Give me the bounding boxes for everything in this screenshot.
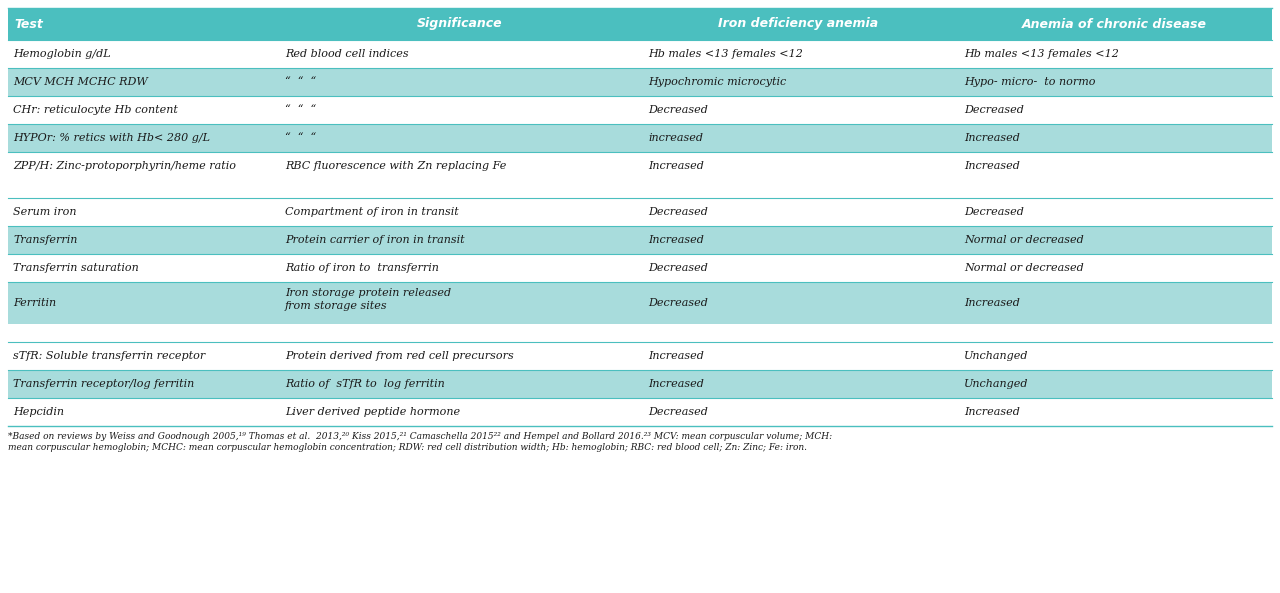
Text: Decreased: Decreased: [964, 105, 1024, 115]
Bar: [8, 254, 1272, 282]
Text: “  “  “: “ “ “: [284, 105, 316, 115]
Bar: [8, 40, 1272, 68]
Text: Hemoglobin g/dL: Hemoglobin g/dL: [13, 49, 110, 59]
Text: MCV MCH MCHC RDW: MCV MCH MCHC RDW: [13, 77, 147, 87]
Text: sTfR: Soluble transferrin receptor: sTfR: Soluble transferrin receptor: [13, 351, 205, 361]
Text: Transferrin: Transferrin: [13, 235, 77, 245]
Text: Hepcidin: Hepcidin: [13, 407, 64, 417]
Text: Hypochromic microcytic: Hypochromic microcytic: [648, 77, 786, 87]
Text: Serum iron: Serum iron: [13, 207, 77, 217]
Text: Decreased: Decreased: [648, 207, 708, 217]
Text: Significance: Significance: [417, 18, 503, 30]
Text: Increased: Increased: [964, 133, 1020, 143]
Text: Liver derived peptide hormone: Liver derived peptide hormone: [284, 407, 460, 417]
Text: Hypo- micro-  to normo: Hypo- micro- to normo: [964, 77, 1096, 87]
Bar: [8, 398, 1272, 426]
Text: Hb males <13 females <12: Hb males <13 females <12: [964, 49, 1119, 59]
Text: Increased: Increased: [648, 379, 704, 389]
Text: Increased: Increased: [964, 407, 1020, 417]
Text: Increased: Increased: [964, 161, 1020, 171]
Text: Unchanged: Unchanged: [964, 379, 1029, 389]
Text: Anemia of chronic disease: Anemia of chronic disease: [1021, 18, 1207, 30]
Bar: [8, 370, 1272, 398]
Text: Increased: Increased: [648, 161, 704, 171]
Text: HYPOr: % retics with Hb< 280 g/L: HYPOr: % retics with Hb< 280 g/L: [13, 133, 210, 143]
Text: Red blood cell indices: Red blood cell indices: [284, 49, 408, 59]
Text: Iron storage protein released
from storage sites: Iron storage protein released from stora…: [284, 288, 451, 311]
Bar: [8, 68, 1272, 96]
Text: increased: increased: [648, 133, 703, 143]
Text: Transferrin saturation: Transferrin saturation: [13, 263, 138, 273]
Bar: [8, 198, 1272, 226]
Text: Normal or decreased: Normal or decreased: [964, 235, 1084, 245]
Text: Increased: Increased: [648, 235, 704, 245]
Text: Decreased: Decreased: [648, 407, 708, 417]
Text: Increased: Increased: [964, 298, 1020, 308]
Text: Transferrin receptor/log ferritin: Transferrin receptor/log ferritin: [13, 379, 195, 389]
Bar: [8, 152, 1272, 180]
Text: Ratio of  sTfR to  log ferritin: Ratio of sTfR to log ferritin: [284, 379, 444, 389]
Text: Iron deficiency anemia: Iron deficiency anemia: [718, 18, 878, 30]
Text: Unchanged: Unchanged: [964, 351, 1029, 361]
Bar: [8, 8, 1272, 40]
Text: Increased: Increased: [648, 351, 704, 361]
Text: “  “  “: “ “ “: [284, 133, 316, 143]
Text: Compartment of iron in transit: Compartment of iron in transit: [284, 207, 458, 217]
Text: CHr: reticulocyte Hb content: CHr: reticulocyte Hb content: [13, 105, 178, 115]
Bar: [8, 342, 1272, 370]
Text: Normal or decreased: Normal or decreased: [964, 263, 1084, 273]
Text: Decreased: Decreased: [648, 105, 708, 115]
Text: Decreased: Decreased: [648, 263, 708, 273]
Text: Decreased: Decreased: [964, 207, 1024, 217]
Text: Decreased: Decreased: [648, 298, 708, 308]
Text: Test: Test: [14, 18, 42, 30]
Text: RBC fluorescence with Zn replacing Fe: RBC fluorescence with Zn replacing Fe: [284, 161, 506, 171]
Text: “  “  “: “ “ “: [284, 77, 316, 87]
Text: Ferritin: Ferritin: [13, 298, 56, 308]
Text: ZPP/H: Zinc-protoporphyrin/heme ratio: ZPP/H: Zinc-protoporphyrin/heme ratio: [13, 161, 236, 171]
Text: Hb males <13 females <12: Hb males <13 females <12: [648, 49, 803, 59]
Bar: [8, 282, 1272, 324]
Bar: [8, 124, 1272, 152]
Text: Protein carrier of iron in transit: Protein carrier of iron in transit: [284, 235, 465, 245]
Text: Protein derived from red cell precursors: Protein derived from red cell precursors: [284, 351, 513, 361]
Text: *Based on reviews by Weiss and Goodnough 2005,¹⁹ Thomas et al.  2013,²⁰ Kiss 201: *Based on reviews by Weiss and Goodnough…: [8, 432, 832, 452]
Text: Ratio of iron to  transferrin: Ratio of iron to transferrin: [284, 263, 439, 273]
Bar: [8, 226, 1272, 254]
Bar: [8, 96, 1272, 124]
